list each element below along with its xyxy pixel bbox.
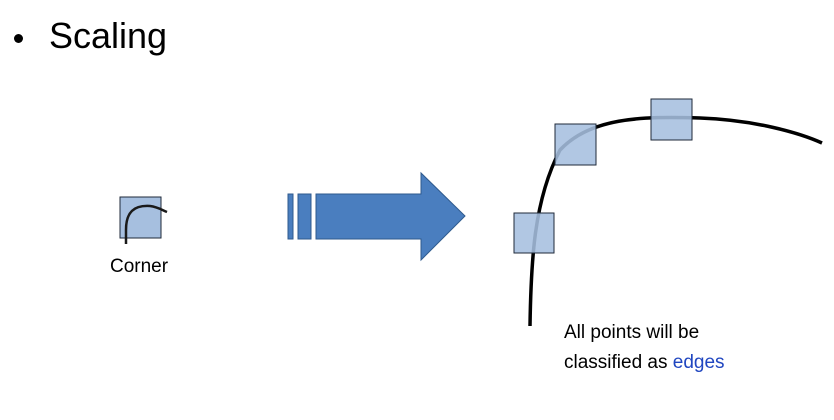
slide-title: Scaling: [49, 15, 168, 56]
caption-highlight-edges: edges: [672, 352, 725, 373]
arrow-bar-1: [287, 193, 294, 240]
bullet-dot-icon: [14, 33, 23, 43]
corner-label: Corner: [110, 256, 169, 277]
caption-line-1: All points will be: [564, 322, 700, 343]
edges-caption: All points will be classified as edges: [564, 318, 725, 378]
edge-window-box-3: [650, 98, 693, 141]
caption-prefix: classified as: [564, 352, 668, 373]
edge-window-box-1: [513, 212, 555, 254]
caption-line-2: classified as edges: [564, 348, 725, 378]
title-bullet: Scaling: [14, 18, 167, 54]
arrow-bar-2: [297, 193, 312, 240]
scaling-arrow-icon: [315, 171, 466, 262]
edge-window-box-2: [554, 123, 597, 166]
corner-curve-small: [124, 204, 168, 244]
